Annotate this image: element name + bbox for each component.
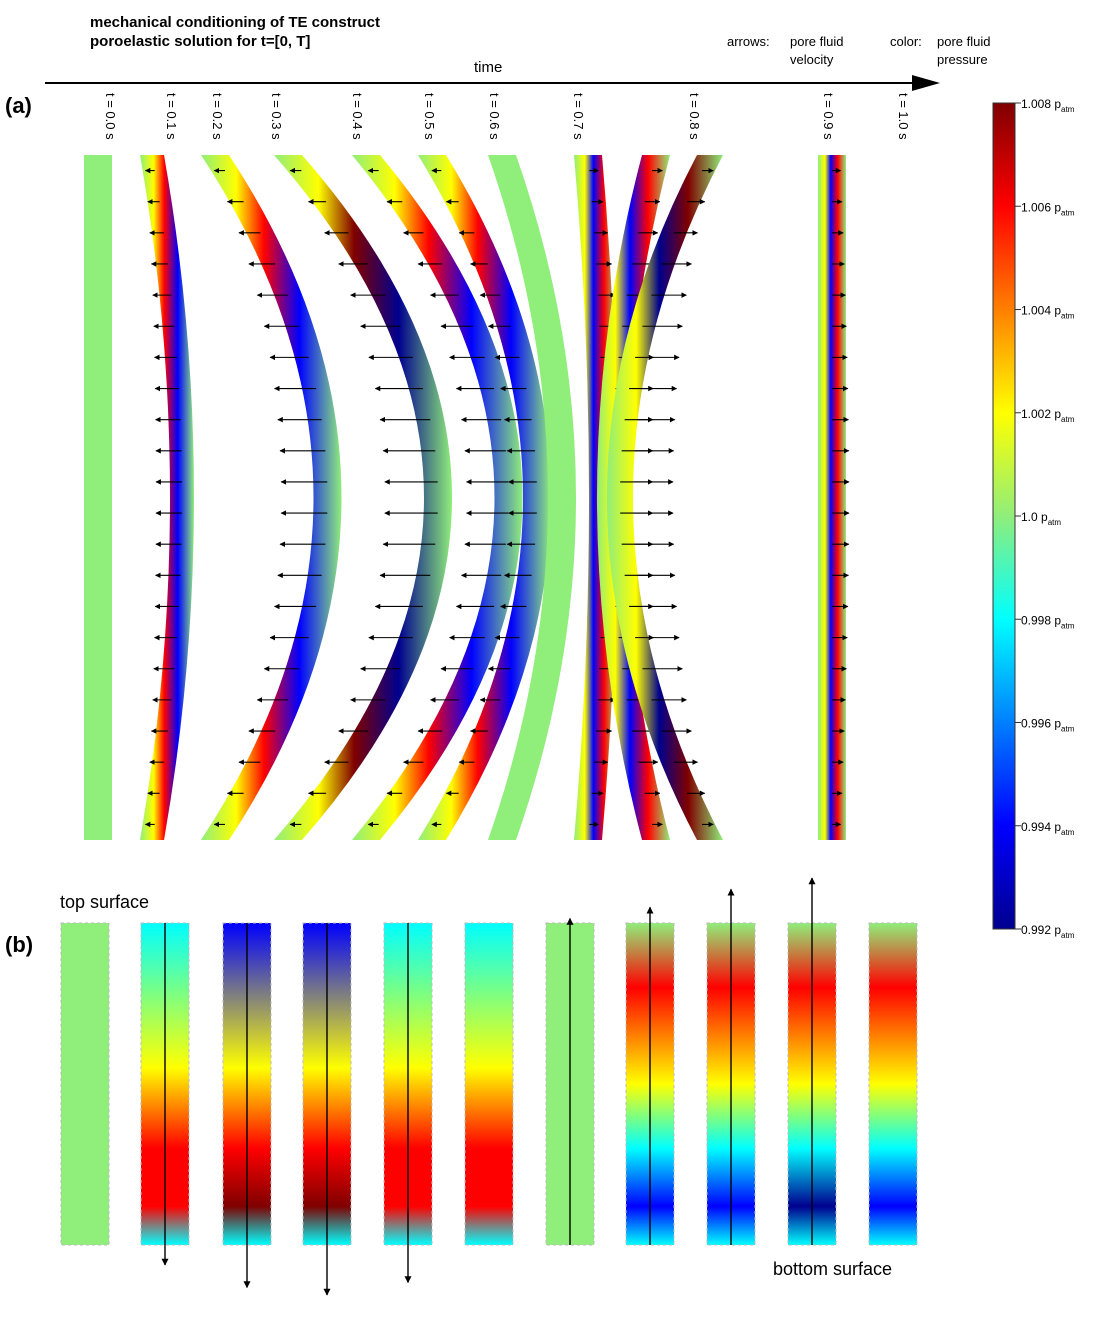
figure-title-line1: mechanical conditioning of TE construct xyxy=(90,14,380,31)
colorbar-ticks: 1.008 patm 1.006 patm 1.004 patm 1.002 patm… xyxy=(1015,97,1075,940)
colorbar xyxy=(992,102,1016,930)
strip-a xyxy=(140,155,194,840)
time-label: t = 0.8 s xyxy=(687,93,702,140)
panel-a: t = 0.0 s t = 0.1 s t = 0.2 s t = 0.3 s t = … xyxy=(84,93,911,840)
panel-b-label: (b) xyxy=(5,932,33,957)
strip-b xyxy=(60,922,110,1246)
colorbar-tick-label: 1.002 patm xyxy=(1021,407,1075,424)
arrows-desc-line2: velocity xyxy=(790,52,834,67)
colorbar-tick-label: 0.996 patm xyxy=(1021,717,1075,734)
colorbar-tick-label: 0.992 patm xyxy=(1021,923,1075,940)
time-label: t = 1.0 s xyxy=(896,93,911,140)
colorbar-tick-label: 1.004 patm xyxy=(1021,304,1075,321)
color-label: color: xyxy=(890,34,922,49)
top-surface-label: top surface xyxy=(60,892,149,912)
strip-b xyxy=(868,922,918,1246)
strip-a xyxy=(201,155,342,840)
time-label: t = 0.2 s xyxy=(210,93,225,140)
strip-a xyxy=(607,155,723,840)
bottom-surface-label: bottom surface xyxy=(773,1259,892,1279)
color-desc-line2: pressure xyxy=(937,52,988,67)
colorbar-tick-label: 0.994 patm xyxy=(1021,820,1075,837)
time-label: t = 0.0 s xyxy=(103,93,118,140)
colorbar-tick-label: 0.998 patm xyxy=(1021,613,1075,630)
time-label: t = 0.9 s xyxy=(821,93,836,140)
strip-a xyxy=(418,155,551,840)
time-axis-label: time xyxy=(474,59,502,76)
time-label: t = 0.7 s xyxy=(571,93,586,140)
strip-a xyxy=(818,155,846,840)
arrows-label: arrows: xyxy=(727,34,770,49)
strip-b xyxy=(464,922,514,1246)
strip-a xyxy=(597,155,670,840)
arrows-desc-line1: pore fluid xyxy=(790,34,843,49)
strip-a xyxy=(84,155,112,840)
time-label: t = 0.4 s xyxy=(350,93,365,140)
time-label: t = 0.1 s xyxy=(164,93,179,140)
time-label: t = 0.6 s xyxy=(487,93,502,140)
colorbar-tick-label: 1.006 patm xyxy=(1021,200,1075,217)
strip-a xyxy=(274,155,452,840)
time-label: t = 0.5 s xyxy=(422,93,437,140)
colorbar-tick-label: 1.008 patm xyxy=(1021,97,1075,114)
colorbar-tick-label: 1.0 patm xyxy=(1021,510,1061,527)
panel-a-label: (a) xyxy=(5,93,32,118)
time-label: t = 0.3 s xyxy=(269,93,284,140)
strip-a xyxy=(488,155,576,840)
time-axis-arrowhead xyxy=(912,75,940,91)
color-desc-line1: pore fluid xyxy=(937,34,990,49)
strip-a xyxy=(352,155,523,840)
panel-b xyxy=(60,877,918,1296)
figure-title-line2: poroelastic solution for t=[0, T] xyxy=(90,33,310,50)
